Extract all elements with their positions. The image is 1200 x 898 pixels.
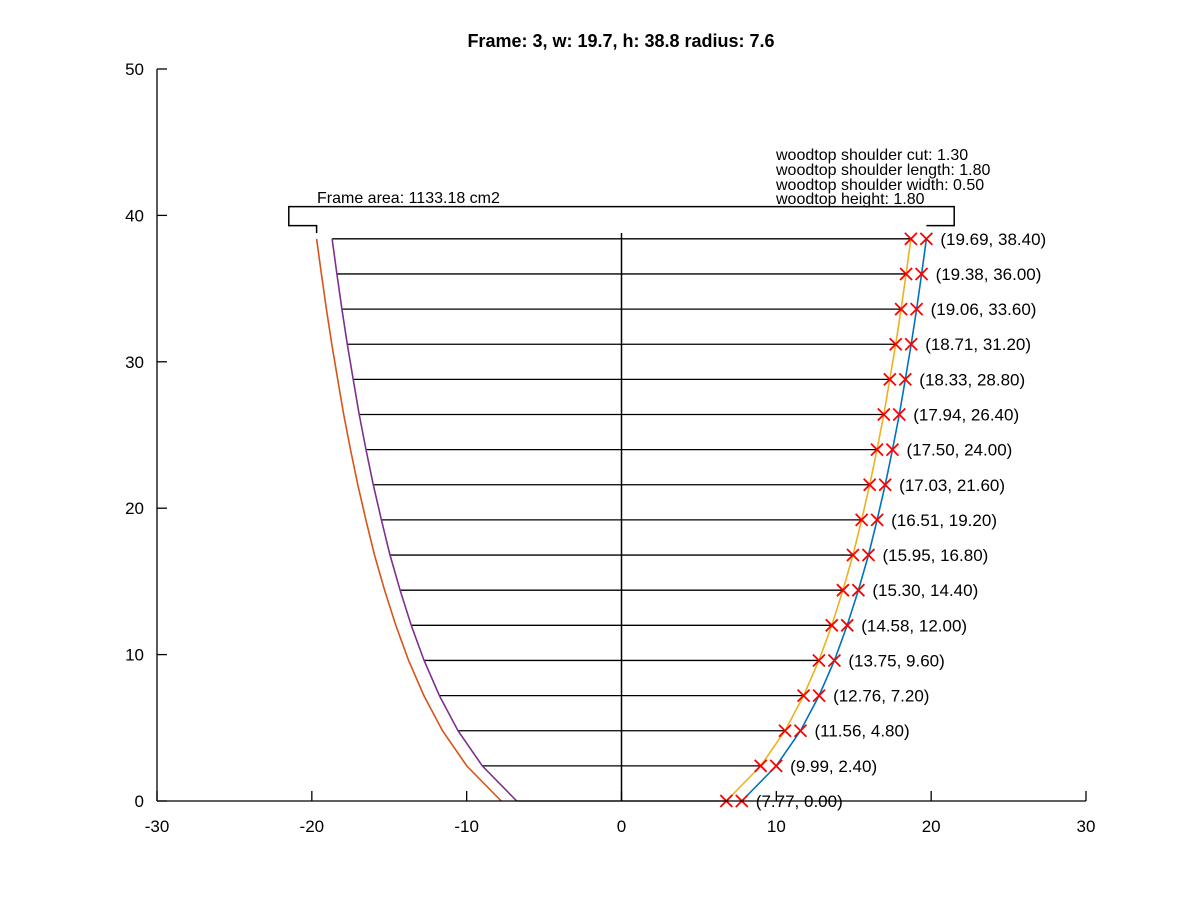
marker-inner	[870, 443, 884, 457]
marker-outer	[769, 759, 783, 773]
marker-inner	[836, 583, 850, 597]
marker-outer	[827, 653, 842, 668]
point-label: (11.56, 4.80)	[814, 722, 909, 741]
marker-outer	[885, 443, 900, 457]
marker-inner	[863, 478, 877, 492]
point-label: (19.69, 38.40)	[940, 230, 1046, 249]
point-label: (19.38, 36.00)	[936, 265, 1042, 284]
y-tick-label: 50	[125, 60, 144, 79]
point-label: (13.75, 9.60)	[848, 651, 944, 670]
marker-outer	[812, 688, 826, 703]
marker-outer	[904, 337, 918, 351]
point-label: (17.03, 21.60)	[899, 476, 1005, 495]
x-tick-label: -30	[145, 817, 170, 836]
marker-outer	[878, 478, 892, 492]
series-purple-line	[331, 238, 518, 802]
marker-inner	[796, 688, 811, 703]
marker-inner	[846, 548, 860, 562]
marker-inner	[877, 407, 891, 422]
series-orange-line	[315, 238, 502, 802]
woodtop-shoulder-cut-label: woodtop shoulder cut: 1.30	[775, 147, 968, 164]
y-tick-label: 0	[135, 792, 144, 811]
point-label: (14.58, 12.00)	[861, 616, 967, 635]
plot-area: (7.77, 0.00)(9.99, 2.40)(11.56, 4.80)(12…	[288, 205, 1046, 811]
marker-outer	[914, 267, 929, 281]
marker-outer	[851, 583, 866, 597]
marker-inner	[855, 513, 869, 527]
point-label: (12.76, 7.20)	[833, 687, 929, 706]
x-tick-label: 10	[767, 817, 786, 836]
marker-inner	[754, 759, 768, 773]
point-label: (16.51, 19.20)	[891, 511, 997, 530]
axes: -30 -20 -10 0 10 20 30 0 10 20 30 40 50	[125, 60, 1095, 836]
marker-outer	[892, 407, 906, 422]
woodtop-height-label: woodtop height: 1.80	[775, 191, 925, 208]
x-tick-label: 0	[617, 817, 626, 836]
marker-outer	[898, 372, 912, 387]
frame-area-label: Frame area: 1133.18 cm2	[317, 190, 500, 207]
marker-outer	[909, 302, 924, 316]
point-label: (15.95, 16.80)	[882, 546, 988, 565]
point-label: (17.50, 24.00)	[906, 441, 1012, 460]
point-label: (17.94, 26.40)	[913, 406, 1019, 425]
y-tick-label: 40	[125, 206, 144, 225]
marker-inner	[812, 653, 826, 668]
marker-outer	[919, 232, 934, 246]
marker-inner	[889, 337, 903, 351]
marker-inner	[825, 618, 839, 632]
top-frame-outline	[288, 205, 955, 233]
marker-outer	[793, 724, 808, 738]
chart-title: Frame: 3, w: 19.7, h: 38.8 radius: 7.6	[467, 31, 774, 51]
y-tick-label: 20	[125, 499, 144, 518]
marker-inner	[883, 372, 897, 387]
marker-outer	[840, 618, 854, 632]
marker-outer	[870, 513, 884, 527]
marker-inner	[778, 724, 792, 738]
x-tick-label: -20	[300, 817, 325, 836]
x-tick-label: 20	[922, 817, 941, 836]
y-tick-label: 30	[125, 353, 144, 372]
x-tick-label: 30	[1077, 817, 1096, 836]
marker-inner	[904, 232, 918, 246]
woodtop-shoulder-width-label: woodtop shoulder width: 0.50	[775, 177, 984, 194]
marker-inner	[899, 267, 913, 281]
point-label: (9.99, 2.40)	[790, 757, 877, 776]
point-label: (18.33, 28.80)	[919, 370, 1025, 389]
marker-inner	[894, 302, 908, 316]
point-label: (15.30, 14.40)	[872, 581, 978, 600]
point-label: (19.06, 33.60)	[931, 300, 1037, 319]
y-tick-label: 10	[125, 646, 144, 665]
woodtop-shoulder-length-label: woodtop shoulder length: 1.80	[775, 162, 990, 179]
point-label: (18.71, 31.20)	[925, 335, 1031, 354]
x-tick-label: -10	[454, 817, 479, 836]
marker-outer	[861, 548, 876, 562]
